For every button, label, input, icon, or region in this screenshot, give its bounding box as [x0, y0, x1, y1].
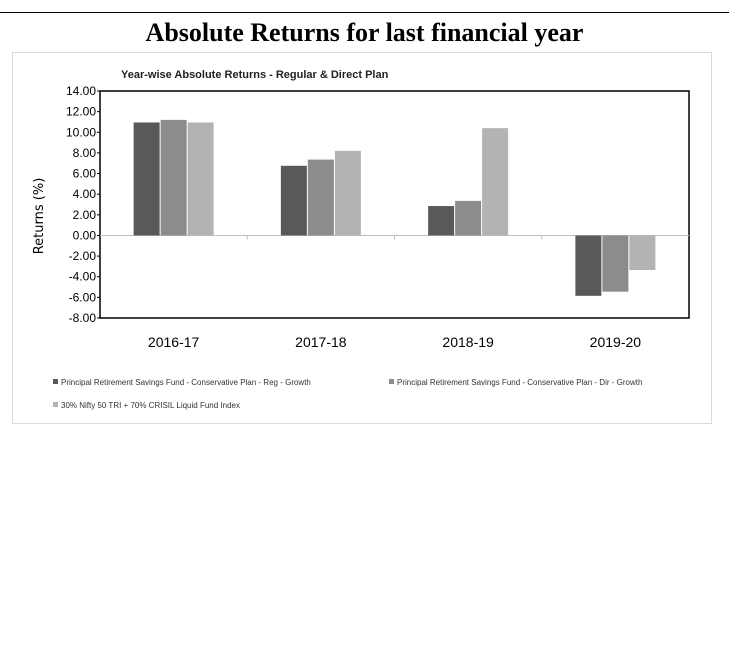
bar-2019-20-series-1	[575, 235, 602, 296]
y-tick-label: 10.00	[66, 125, 96, 139]
legend-entry: Principal Retirement Savings Fund - Cons…	[397, 378, 642, 387]
y-tick-label: 8.00	[73, 146, 97, 160]
y-tick-label: -2.00	[69, 249, 97, 263]
y-tick-label: 4.00	[73, 187, 97, 201]
bar-2017-18-series-2	[307, 159, 334, 236]
y-tick-label: -6.00	[69, 290, 97, 304]
category-label: 2018-19	[442, 334, 494, 350]
category-label: 2017-18	[295, 334, 347, 350]
legend-swatch	[53, 402, 58, 407]
y-tick-label: 0.00	[73, 228, 97, 242]
y-axis-label: Returns (%)	[32, 178, 47, 255]
bars	[133, 119, 656, 296]
bar-2018-19-series-2	[455, 200, 482, 236]
y-tick-label: 6.00	[73, 167, 97, 181]
top-rule	[0, 12, 729, 13]
legend-swatch	[53, 379, 58, 384]
legend-entry: 30% Nifty 50 TRI + 70% CRISIL Liquid Fun…	[61, 401, 240, 410]
bar-2018-19-series-3	[482, 128, 509, 236]
y-tick-label: 12.00	[66, 105, 96, 119]
category-label: 2016-17	[148, 334, 200, 350]
y-tick-label: -4.00	[69, 270, 97, 284]
bar-2016-17-series-2	[160, 119, 187, 236]
y-tick-label: -8.00	[69, 311, 97, 325]
returns-bar-chart: Year-wise Absolute Returns - Regular & D…	[32, 69, 690, 410]
plot-area-border	[99, 90, 690, 319]
legend-swatch	[389, 379, 394, 384]
bar-2017-18-series-3	[334, 150, 361, 236]
category-labels: 2016-17 2017-18 2018-19 2019-20	[148, 334, 641, 350]
bar-2018-19-series-1	[428, 206, 455, 236]
y-tick-label: 14.00	[66, 84, 96, 98]
y-tick-label: 2.00	[73, 208, 97, 222]
bar-2017-18-series-1	[280, 165, 307, 236]
bar-2019-20-series-2	[602, 235, 629, 292]
chart-frame: Year-wise Absolute Returns - Regular & D…	[12, 52, 712, 424]
legend-entry: Principal Retirement Savings Fund - Cons…	[61, 378, 311, 387]
legend: Principal Retirement Savings Fund - Cons…	[53, 378, 642, 410]
chart-title: Year-wise Absolute Returns - Regular & D…	[121, 69, 389, 81]
bar-2016-17-series-3	[187, 122, 214, 236]
bar-2019-20-series-3	[629, 235, 656, 271]
category-label: 2019-20	[590, 334, 642, 350]
bar-2016-17-series-1	[133, 122, 160, 236]
section-title: Absolute Returns for last financial year	[145, 18, 584, 47]
